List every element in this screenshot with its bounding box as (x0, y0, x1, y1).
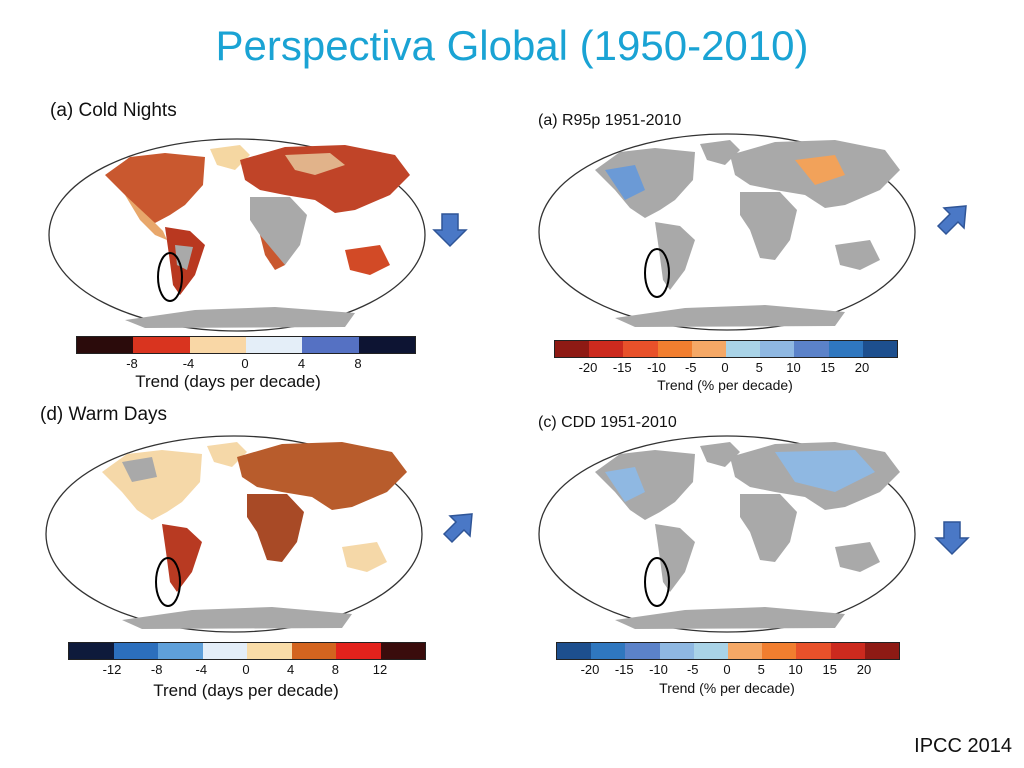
colorbar-segment (760, 341, 795, 357)
colorbar-segment (693, 643, 729, 659)
r95p-colorbar-title: Trend (% per decade) (657, 377, 793, 393)
colorbar-segment (828, 341, 863, 357)
colorbar-segment (625, 643, 660, 659)
colorbar-segment (555, 341, 590, 357)
colorbar-segment (589, 341, 624, 357)
colorbar-segment (202, 643, 247, 659)
colorbar-segment (691, 341, 727, 357)
colorbar-segment (302, 337, 359, 353)
colorbar-tick-label: -5 (686, 662, 699, 677)
warm-days-map (45, 435, 423, 633)
colorbar-tick-label: -20 (580, 662, 600, 677)
colorbar-segment (133, 337, 190, 353)
colorbar-tick-label: -20 (578, 360, 598, 375)
colorbar-tick-label: 8 (331, 662, 339, 677)
arrow-up-icon (442, 513, 473, 544)
colorbar-segment (158, 643, 203, 659)
cold-nights-colorbar-title: Trend (days per decade) (135, 372, 321, 391)
colorbar-segment (336, 643, 381, 659)
colorbar-tick-label: -4 (182, 356, 195, 371)
colorbar-tick-label: -15 (612, 360, 632, 375)
arrow-down-icon (432, 213, 468, 248)
colorbar-segment (794, 341, 829, 357)
colorbar-segment (830, 643, 865, 659)
r95p-ticks: -20 -15 -10 -5 0 5 10 15 20 (554, 360, 896, 376)
cdd-label: (c) CDD 1951-2010 (538, 414, 677, 431)
colorbar-tick-label: -10 (647, 360, 666, 375)
colorbar-tick-label: -8 (126, 356, 138, 371)
colorbar-segment (358, 337, 415, 353)
arrow-down-icon (934, 521, 970, 556)
colorbar-segment (864, 643, 900, 659)
colorbar-tick-label: 0 (241, 356, 249, 371)
warm-days-ticks: -12 -8 -4 0 4 8 12 (68, 662, 424, 678)
colorbar-segment (623, 341, 658, 357)
cdd-map (538, 435, 916, 633)
r95p-label: (a) R95p 1951-2010 (538, 112, 682, 129)
colorbar-tick-label: 5 (755, 360, 763, 375)
colorbar-tick-label: -15 (614, 662, 634, 677)
colorbar-tick-label: 20 (854, 360, 870, 375)
colorbar-tick-label: 10 (786, 360, 801, 375)
colorbar-tick-label: 5 (757, 662, 765, 677)
colorbar-tick-label: -5 (684, 360, 697, 375)
colorbar-segment (862, 341, 898, 357)
colorbar-segment (245, 337, 303, 353)
colorbar-tick-label: -8 (150, 662, 163, 677)
colorbar-segment (247, 643, 292, 659)
colorbar-segment (113, 643, 158, 659)
page-title: Perspectiva Global (1950-2010) (215, 22, 809, 69)
colorbar-tick-label: 20 (856, 662, 872, 677)
colorbar-segment (657, 341, 692, 357)
colorbar-segment (189, 337, 246, 353)
colorbar-segment (796, 643, 831, 659)
colorbar-segment (591, 643, 626, 659)
cdd-ticks: -20 -15 -10 -5 0 5 10 15 20 (556, 662, 898, 678)
colorbar-tick-label: 0 (723, 662, 731, 677)
cold-nights-colorbar (76, 336, 416, 354)
cold-nights-label: (a) Cold Nights (50, 100, 177, 121)
cdd-colorbar-title: Trend (% per decade) (659, 680, 795, 696)
colorbar-tick-label: 15 (820, 360, 835, 375)
colorbar-segment (728, 643, 763, 659)
colorbar-segment (380, 643, 425, 659)
warm-days-colorbar-title: Trend (days per decade) (153, 681, 339, 700)
warm-days-label: (d) Warm Days (40, 404, 168, 425)
colorbar-tick-label: 12 (372, 662, 388, 677)
cold-nights-ticks: -8 -4 0 4 8 (76, 356, 414, 372)
colorbar-tick-label: 15 (822, 662, 837, 677)
colorbar-segment (77, 337, 134, 353)
colorbar-tick-label: 0 (721, 360, 729, 375)
colorbar-segment (69, 643, 114, 659)
colorbar-tick-label: -10 (649, 662, 668, 677)
colorbar-tick-label: 10 (788, 662, 803, 677)
warm-days-colorbar (68, 642, 426, 660)
colorbar-segment (659, 643, 694, 659)
colorbar-segment (557, 643, 592, 659)
arrow-up-icon (936, 205, 967, 236)
colorbar-tick-label: 4 (297, 356, 306, 371)
colorbar-segment (291, 643, 336, 659)
colorbar-tick-label: -4 (195, 662, 208, 677)
colorbar-segment (762, 643, 797, 659)
cold-nights-map (48, 138, 426, 332)
colorbar-tick-label: -12 (102, 662, 122, 677)
r95p-colorbar (554, 340, 898, 358)
cdd-colorbar (556, 642, 900, 660)
colorbar-tick-label: 0 (242, 662, 250, 677)
colorbar-segment (726, 341, 761, 357)
colorbar-tick-label: 4 (287, 662, 295, 677)
r95p-map (538, 133, 916, 331)
source-credit: IPCC 2014 (914, 735, 1012, 757)
colorbar-tick-label: 8 (354, 356, 362, 371)
